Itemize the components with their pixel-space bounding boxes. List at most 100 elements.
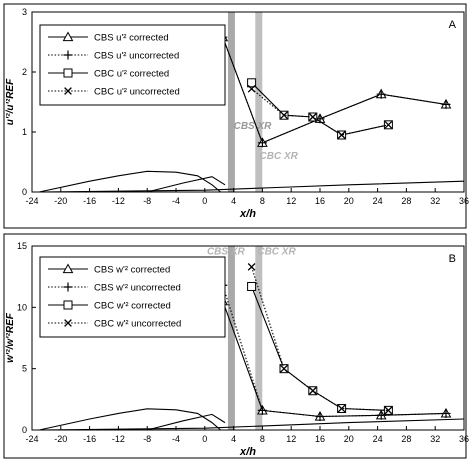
data-point <box>315 412 325 422</box>
legend-marker <box>64 87 72 95</box>
data-point <box>337 131 346 139</box>
legend-entry: CBS u'² corrected <box>94 33 169 44</box>
y-tick-label: 0 <box>22 187 27 197</box>
reattachment-annotation: CBS XR <box>207 247 246 258</box>
legend-entry: CBC u'² uncorrected <box>94 87 180 98</box>
data-point <box>280 364 288 373</box>
data-point <box>257 138 267 148</box>
y-axis-label: u'²/u'²REF <box>5 78 16 125</box>
x-tick-label: 24 <box>373 196 383 206</box>
x-tick-label: -8 <box>143 434 151 444</box>
x-tick-label: 8 <box>260 434 265 444</box>
data-point <box>257 405 267 415</box>
reattachment-band <box>227 12 235 192</box>
data-point <box>247 263 256 271</box>
reattachment-annotation: CBS XR <box>234 121 273 132</box>
x-tick-label: -12 <box>112 434 125 444</box>
x-tick-label: 4 <box>231 434 236 444</box>
x-tick-label: -20 <box>54 434 67 444</box>
x-tick-label: -20 <box>54 196 67 206</box>
data-point <box>280 111 288 120</box>
data-point <box>247 84 256 93</box>
x-tick-label: 32 <box>430 196 440 206</box>
profile-curve <box>147 176 226 193</box>
data-point <box>441 99 451 109</box>
legend-entry: CBC w'² uncorrected <box>94 319 181 330</box>
x-axis-label: x/h <box>239 208 256 220</box>
data-point <box>384 120 393 129</box>
panel-label: B <box>449 253 456 265</box>
x-tick-label: 36 <box>459 196 469 206</box>
chart-panel-a: -24 -20 -16 -12 -8 -4 0 4 8 12 16 20 24 28 32 360123x/h… <box>3 3 469 229</box>
x-tick-label: -16 <box>83 434 96 444</box>
profile-curve <box>147 413 226 431</box>
data-point <box>308 386 317 395</box>
x-tick-label: 4 <box>231 196 236 206</box>
data-point <box>384 406 393 415</box>
legend-marker <box>63 282 73 292</box>
reattachment-band <box>255 246 263 430</box>
chart-panel-b: -24 -20 -16 -12 -8 -4 0 4 8 12 16 20 24 28 32 36 0 5 10 15 x… <box>3 233 469 459</box>
legend-marker <box>63 68 73 78</box>
y-tick-label: 5 <box>22 364 27 374</box>
legend-marker <box>63 50 73 60</box>
reattachment-band <box>255 12 263 192</box>
legend-marker <box>64 319 72 327</box>
y-tick-label: 2 <box>22 67 27 77</box>
y-tick-label: 0 <box>22 425 27 435</box>
x-tick-label: 16 <box>315 196 325 206</box>
data-point <box>376 89 386 99</box>
profile-curve <box>39 170 221 193</box>
y-tick-label: 1 <box>22 127 27 137</box>
data-point <box>376 410 386 420</box>
x-tick-label: 28 <box>401 434 411 444</box>
x-tick-label: 20 <box>344 434 354 444</box>
x-tick-label: 8 <box>260 196 265 206</box>
x-tick-label: -12 <box>112 196 125 206</box>
legend-marker <box>62 31 74 42</box>
x-tick-label: 0 <box>202 434 207 444</box>
legend-entry: CBC u'² corrected <box>94 69 169 80</box>
profile-curve <box>39 180 465 193</box>
data-point <box>247 78 257 88</box>
legend-entry: CBS w'² corrected <box>94 265 170 276</box>
plot-area <box>31 245 465 431</box>
x-tick-label: -24 <box>25 434 38 444</box>
data-point <box>308 113 317 121</box>
x-tick-label: -8 <box>143 196 151 206</box>
plot-area <box>31 11 465 193</box>
x-tick-label: -24 <box>25 196 38 206</box>
reattachment-annotation: CBC XR <box>257 247 296 258</box>
x-tick-label: 16 <box>315 434 325 444</box>
y-tick-label: 10 <box>17 302 27 312</box>
x-axis-label: x/h <box>239 446 256 458</box>
legend: CBS u'² corrected CBS u'² uncorrected CBC … <box>39 24 226 106</box>
panel-label: A <box>449 19 457 31</box>
x-tick-label: 32 <box>430 434 440 444</box>
data-point <box>247 281 257 291</box>
legend-entry: CBS w'² uncorrected <box>94 283 181 294</box>
x-tick-label: -4 <box>172 196 180 206</box>
reattachment-band <box>227 246 235 430</box>
x-tick-label: 12 <box>286 434 296 444</box>
series <box>247 263 393 415</box>
x-tick-label: -4 <box>172 434 180 444</box>
data-point <box>441 408 451 418</box>
x-tick-label: 24 <box>373 434 383 444</box>
x-tick-label: -16 <box>83 196 96 206</box>
data-point <box>337 404 346 413</box>
legend: CBS w'² corrected CBS w'² uncorrected CBC … <box>39 256 226 338</box>
y-tick-label: 3 <box>22 7 27 17</box>
x-tick-label: 0 <box>202 196 207 206</box>
profile-curve <box>39 418 465 431</box>
legend-entry: CBS u'² uncorrected <box>94 51 179 62</box>
y-axis-label: w'²/w'²REF <box>5 312 16 363</box>
profile-curve <box>39 408 221 431</box>
legend-marker <box>62 263 74 274</box>
x-tick-label: 12 <box>286 196 296 206</box>
series <box>247 84 393 139</box>
series <box>218 280 451 422</box>
x-tick-label: 36 <box>459 434 469 444</box>
